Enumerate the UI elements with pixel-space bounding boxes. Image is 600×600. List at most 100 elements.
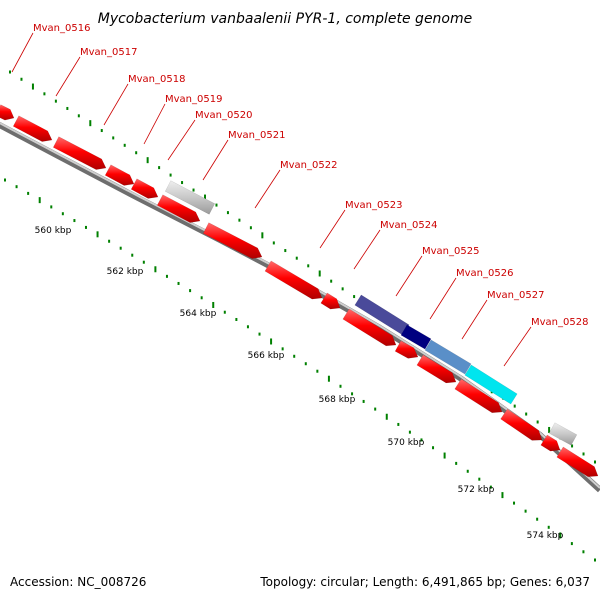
genome-summary: Topology: circular; Length: 6,491,865 bp… (259, 575, 590, 589)
tick-mark (513, 404, 516, 408)
tick-mark (489, 485, 492, 489)
tick-mark (89, 120, 92, 127)
tick-mark (293, 354, 296, 358)
gene-arrow[interactable] (454, 378, 503, 414)
tick-mark (135, 151, 138, 155)
tick-mark (432, 446, 435, 450)
callout-line (55, 56, 81, 97)
tick-mark (594, 558, 596, 562)
tick-mark (284, 249, 287, 253)
gene-label[interactable]: Mvan_0516 (33, 23, 90, 34)
tick-mark (54, 99, 57, 103)
gene-arrow[interactable] (130, 178, 159, 199)
kbp-label: 564 kbp (180, 309, 217, 319)
tick-mark (397, 422, 400, 426)
tick-mark (443, 452, 446, 459)
gene-label[interactable]: Mvan_0526 (456, 268, 513, 279)
tick-mark (73, 219, 76, 223)
gene-arrow[interactable] (202, 222, 263, 259)
tick-mark (307, 264, 310, 268)
tick-mark (362, 399, 365, 403)
tick-mark (559, 532, 562, 539)
gene-arrow[interactable] (164, 180, 216, 215)
tick-mark (339, 384, 342, 388)
gene-arrow[interactable] (400, 324, 432, 350)
tick-mark (84, 225, 87, 229)
gene-arrow[interactable] (52, 136, 107, 170)
tick-mark (571, 444, 574, 448)
kbp-label: 572 kbp (458, 485, 495, 495)
tick-mark (258, 332, 261, 336)
gene-arrow[interactable] (12, 115, 53, 142)
inner-tick-row (4, 178, 596, 562)
tick-mark (61, 212, 64, 216)
tick-mark (31, 83, 34, 90)
tick-mark (50, 205, 53, 209)
tick-mark (27, 191, 30, 195)
tick-mark (146, 157, 149, 164)
callout-line (103, 83, 129, 126)
tick-mark (235, 317, 238, 321)
tick-mark (119, 246, 122, 250)
gene-arrow[interactable] (354, 294, 410, 336)
gene-arrow[interactable] (556, 446, 599, 478)
tick-mark (15, 185, 18, 189)
tick-mark (455, 461, 458, 465)
tick-mark (96, 231, 99, 238)
gene-label[interactable]: Mvan_0519 (165, 94, 222, 105)
callout-line (461, 299, 488, 340)
tick-mark (158, 166, 161, 170)
gene-label[interactable]: Mvan_0520 (195, 110, 252, 121)
gene-label[interactable]: Mvan_0524 (380, 220, 437, 231)
gene-arrow[interactable] (264, 260, 323, 300)
gene-label[interactable]: Mvan_0518 (128, 74, 185, 85)
tick-mark (249, 226, 252, 230)
tick-mark (408, 430, 411, 434)
gene-label[interactable]: Mvan_0522 (280, 160, 337, 171)
gene-arrow[interactable] (500, 408, 543, 441)
gene-label[interactable]: Mvan_0528 (531, 317, 588, 328)
gene-arrow[interactable] (104, 164, 135, 186)
tick-mark (316, 369, 319, 373)
gene-arrow[interactable] (320, 292, 341, 310)
gene-track (0, 104, 599, 478)
tick-mark (536, 420, 539, 424)
callout-line (202, 139, 229, 181)
gene-label[interactable]: Mvan_0521 (228, 130, 285, 141)
tick-mark (165, 274, 168, 278)
gene-label[interactable]: Mvan_0527 (487, 290, 544, 301)
tick-mark (374, 407, 377, 411)
gene-arrow[interactable] (424, 339, 472, 375)
gene-label[interactable]: Mvan_0517 (80, 47, 137, 58)
kbp-label: 574 kbp (527, 531, 564, 541)
tick-mark (547, 525, 550, 529)
gene-arrow[interactable] (416, 354, 457, 384)
tick-mark (154, 266, 157, 273)
gene-arrow[interactable] (156, 194, 201, 223)
tick-mark (351, 392, 354, 396)
tick-mark (272, 241, 275, 245)
tick-mark (204, 194, 206, 201)
tick-mark (594, 460, 596, 464)
gene-arrow[interactable] (464, 364, 518, 405)
gene-arrow[interactable] (342, 308, 397, 347)
gene-arrow[interactable] (394, 340, 419, 359)
tick-mark (420, 438, 423, 442)
tick-mark (4, 178, 6, 182)
accession-label: Accession: NC_008726 (10, 575, 146, 589)
gene-arrow[interactable] (540, 434, 561, 452)
callout-line (319, 209, 346, 249)
tick-mark (524, 509, 527, 513)
tick-mark (385, 413, 388, 420)
gene-arrow[interactable] (548, 422, 578, 446)
tick-mark (341, 287, 344, 291)
gene-arrow[interactable] (0, 104, 15, 121)
tick-mark (212, 301, 215, 308)
tick-mark (215, 203, 218, 207)
callout-line (254, 169, 281, 209)
gene-label[interactable]: Mvan_0525 (422, 246, 479, 257)
tick-mark (200, 296, 203, 300)
gene-label[interactable]: Mvan_0523 (345, 200, 402, 211)
kbp-label: 568 kbp (319, 395, 356, 405)
